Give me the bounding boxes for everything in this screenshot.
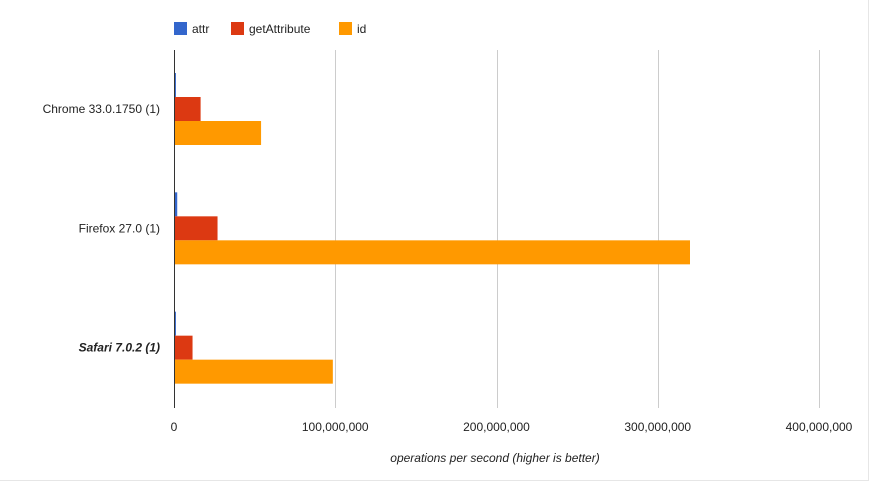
x-tick-label: 300,000,000 bbox=[624, 420, 691, 434]
bar-getattribute-firefox-27-0-1[interactable] bbox=[174, 216, 218, 241]
legend-swatch-attr[interactable] bbox=[174, 22, 187, 35]
legend-label-attr[interactable]: attr bbox=[192, 22, 209, 36]
legend-label-getattribute[interactable]: getAttribute bbox=[249, 22, 311, 36]
x-tick-label: 200,000,000 bbox=[463, 420, 530, 434]
legend: attr getAttribute id bbox=[174, 22, 366, 36]
axes: 0 100,000,000 200,000,000 300,000,000 400,00… bbox=[43, 50, 853, 434]
x-tick-label: 0 bbox=[171, 420, 178, 434]
bar-getattribute-chrome-33-0-1750-1[interactable] bbox=[174, 97, 201, 121]
x-tick-label: 100,000,000 bbox=[302, 420, 369, 434]
category-label-firefox-27-0-1: Firefox 27.0 (1) bbox=[79, 221, 160, 235]
bar-attr-firefox-27-0-1[interactable] bbox=[174, 192, 178, 217]
gridlines bbox=[335, 50, 820, 408]
bar-getattribute-safari-7-0-2-1[interactable] bbox=[174, 335, 193, 360]
bar-id-safari-7-0-2-1[interactable] bbox=[174, 359, 333, 384]
bars bbox=[174, 73, 690, 384]
x-axis-title: operations per second (higher is better) bbox=[390, 451, 599, 465]
category-label-chrome-33-0-1750-1: Chrome 33.0.1750 (1) bbox=[43, 102, 160, 116]
legend-label-id[interactable]: id bbox=[357, 22, 366, 36]
legend-swatch-getattribute[interactable] bbox=[231, 22, 244, 35]
x-tick-label: 400,000,000 bbox=[786, 420, 853, 434]
category-label-safari-7-0-2-1: Safari 7.0.2 (1) bbox=[79, 341, 160, 355]
bar-id-chrome-33-0-1750-1[interactable] bbox=[174, 121, 262, 145]
legend-swatch-id[interactable] bbox=[339, 22, 352, 35]
bar-id-firefox-27-0-1[interactable] bbox=[174, 240, 690, 265]
